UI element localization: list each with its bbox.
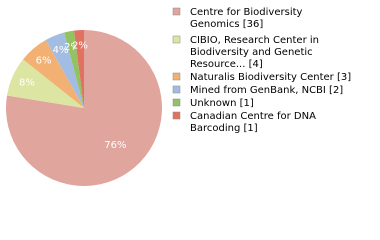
slice-label: 2% — [72, 41, 88, 52]
legend-swatch — [172, 72, 181, 81]
legend-label: Barcoding [1] — [190, 123, 258, 134]
pie-slice — [5, 30, 162, 186]
legend-label: Biodiversity and Genetic — [190, 47, 313, 58]
legend-label: Canadian Centre for DNA — [190, 111, 316, 122]
legend-label: Centre for Biodiversity — [190, 7, 303, 18]
legend-swatch — [172, 111, 181, 120]
legend-swatch — [172, 7, 181, 16]
legend-label: Mined from GenBank, NCBI [2] — [190, 85, 343, 96]
slice-label: 6% — [36, 55, 52, 66]
legend-swatch — [172, 98, 181, 107]
pie-slice — [45, 32, 84, 108]
slice-label: 2% — [64, 42, 80, 53]
legend-label: CIBIO, Research Center in — [190, 35, 319, 46]
pie-slice — [74, 30, 84, 108]
legend-label: Naturalis Biodiversity Center [3] — [190, 72, 351, 83]
pie-slice — [23, 40, 85, 108]
pie-slice — [6, 59, 85, 108]
legend-swatch — [172, 85, 181, 94]
slice-label: 4% — [53, 45, 69, 56]
legend-swatch — [172, 35, 181, 44]
slice-label: 76% — [104, 140, 126, 151]
legend-label: Resource... [4] — [190, 59, 263, 70]
slice-label: 8% — [19, 78, 35, 89]
pie-slice — [64, 30, 84, 108]
legend-label: Unknown [1] — [190, 98, 254, 109]
legend-label: Genomics [36] — [190, 19, 263, 30]
